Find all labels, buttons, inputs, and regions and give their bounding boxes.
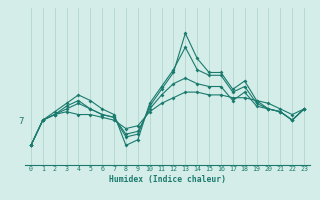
X-axis label: Humidex (Indice chaleur): Humidex (Indice chaleur) (109, 175, 226, 184)
